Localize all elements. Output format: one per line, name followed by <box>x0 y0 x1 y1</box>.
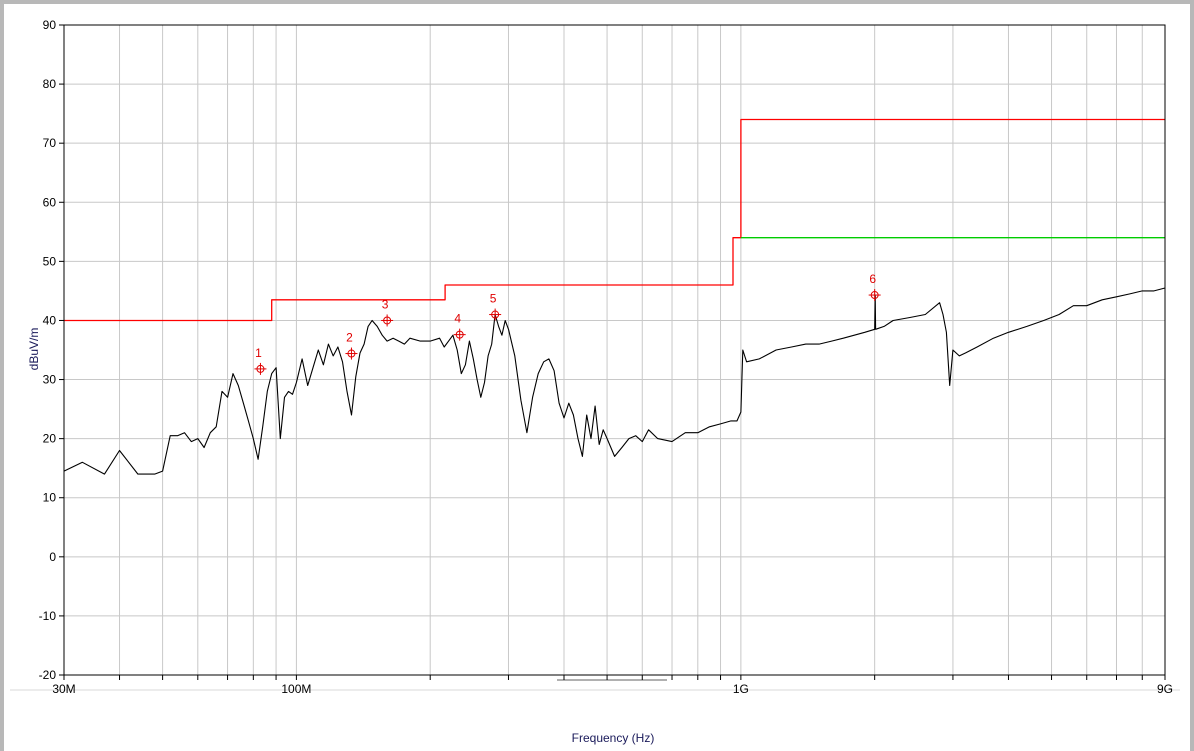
y-tick-label: 80 <box>43 77 57 91</box>
y-tick-label: 0 <box>49 550 56 564</box>
marker-label: 3 <box>382 297 389 311</box>
y-tick-label: 10 <box>43 491 57 505</box>
x-axis-label: Frequency (Hz) <box>572 731 655 745</box>
plot-area-border <box>63 24 1166 676</box>
peak-markers: 1 2 3 4 5 6 <box>254 272 881 375</box>
marker-label: 5 <box>490 292 497 306</box>
y-tick-label: 20 <box>43 432 57 446</box>
measurement-trace <box>63 287 1166 475</box>
y-tick-label: 30 <box>43 373 57 387</box>
marker-label: 4 <box>454 312 461 326</box>
limit-line <box>64 118 1165 322</box>
y-tick-label: 60 <box>43 195 57 209</box>
y-tick-label: 70 <box>43 136 57 150</box>
x-tick-label: 100M <box>281 682 311 696</box>
y-tick-label: 50 <box>43 254 57 268</box>
y-tick-label: -10 <box>39 609 57 623</box>
measurement-trace-line <box>63 287 1166 475</box>
marker-label: 2 <box>346 331 353 345</box>
y-tick-label: -20 <box>39 668 57 682</box>
x-tick-label: 9G <box>1157 682 1173 696</box>
y-axis-label: dBuV/m <box>27 328 41 371</box>
x-tick-label: 30M <box>52 682 75 696</box>
y-tick-label: 90 <box>43 18 57 32</box>
marker-label: 1 <box>255 346 262 360</box>
y-tick-label: 40 <box>43 313 57 327</box>
limit-lines <box>64 118 1165 322</box>
x-tick-label: 1G <box>733 682 749 696</box>
marker-label: 6 <box>869 272 876 286</box>
